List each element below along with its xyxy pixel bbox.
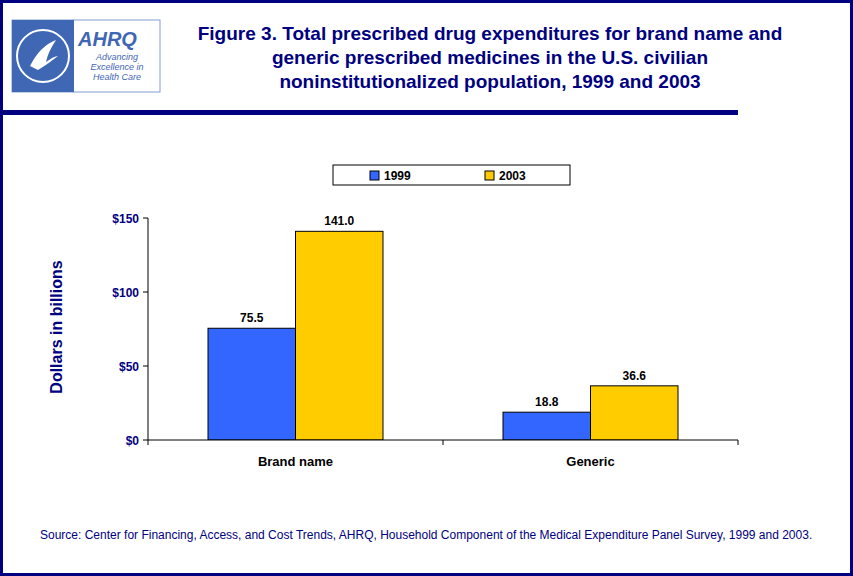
y-tick-label: $100 [112,286,139,300]
data-labels: 75.5 141.0 18.8 36.6 [240,214,646,409]
bar [208,328,295,440]
source-note: Source: Center for Financing, Access, an… [40,528,820,543]
title: Figure 3. Total prescribed drug expendit… [195,22,785,94]
logo: AHRQ AdvancingExcellence inHealth Care [12,20,160,92]
bar [296,231,383,440]
y-tick [143,292,148,293]
bar [591,386,678,440]
x-tick [443,440,444,445]
stage: AHRQ AdvancingExcellence inHealth Care $0 $… [0,0,853,576]
y-tick-label: $50 [119,360,139,374]
y-axis [148,218,149,440]
x-tick [148,440,149,445]
y-tick-label: $0 [126,434,140,448]
bars [208,231,678,440]
data-label: 36.6 [623,369,647,383]
legend-label: 1999 [384,169,411,183]
y-tick [143,218,148,219]
logo-eagle [30,40,58,70]
legend-box [333,165,570,185]
x-tick [738,440,739,445]
header-rule [0,110,738,115]
x-tick-label: Brand name [258,454,333,469]
logo-name: AHRQ [77,28,137,50]
y-tick [143,440,148,441]
legend-label: 2003 [499,169,526,183]
logo-seal-bg [12,20,74,92]
x-tick-label: Generic [566,454,614,469]
y-tick [143,366,148,367]
legend: 1999 2003 [333,165,570,185]
logo-box [12,20,160,92]
legend-swatch [485,171,494,180]
logo-tagline: Health Care [93,72,141,82]
data-label: 75.5 [240,311,264,325]
data-label: 141.0 [324,214,354,228]
legend-swatch [370,171,379,180]
frame [2,2,852,575]
logo-tagline: Advancing [95,52,138,62]
logo-seal [17,30,69,82]
data-label: 18.8 [535,395,559,409]
bar [503,412,590,440]
logo-tagline: Excellence in [90,62,143,72]
y-axis-label: Dollars in billions [48,260,65,393]
y-tick-label: $150 [112,212,139,226]
